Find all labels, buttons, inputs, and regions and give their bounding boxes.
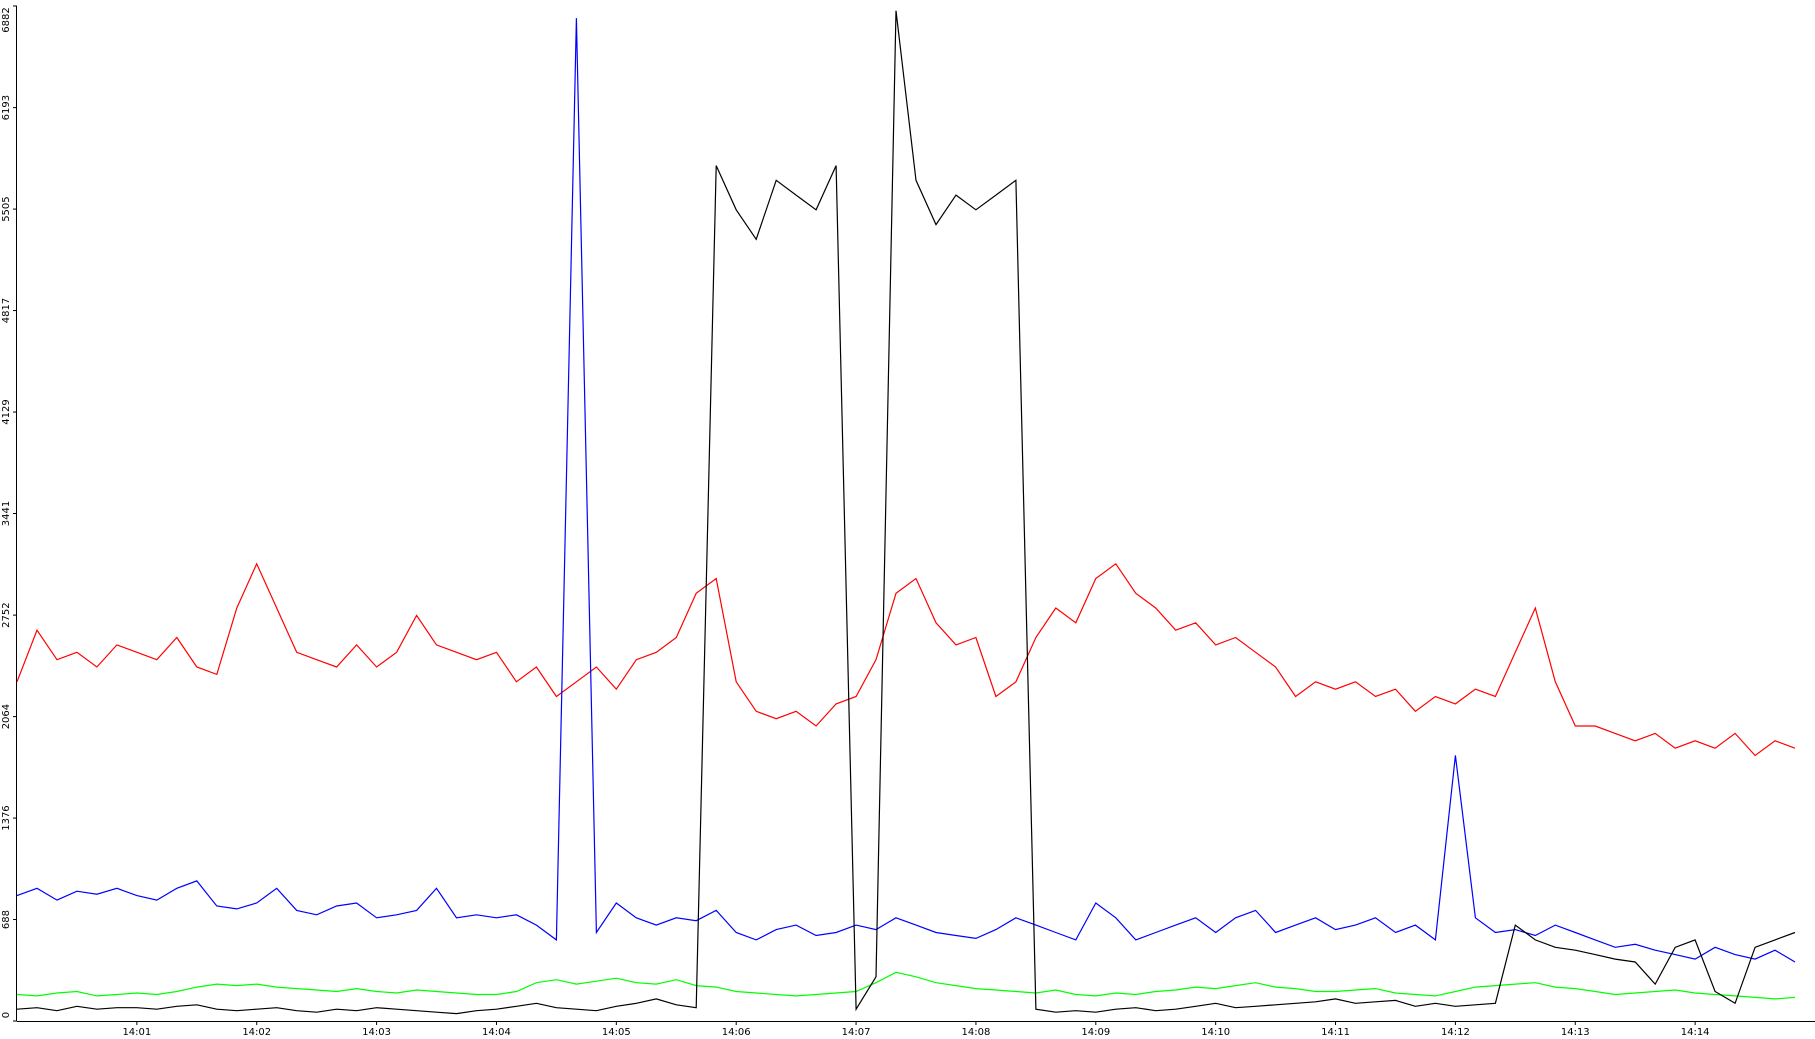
y-tick-label: 0 (1, 1012, 12, 1018)
x-tick-label: 14:06 (722, 1027, 751, 1038)
y-tick-label: 4817 (1, 298, 12, 323)
y-tick-label: 2752 (1, 602, 12, 627)
y-tick-label: 1376 (1, 805, 12, 830)
x-tick-label: 14:12 (1441, 1027, 1470, 1038)
x-tick-label: 14:02 (242, 1027, 271, 1038)
x-tick-label: 14:14 (1681, 1027, 1710, 1038)
x-tick-label: 14:10 (1201, 1027, 1230, 1038)
y-tick-label: 688 (1, 910, 12, 929)
x-tick-label: 14:11 (1321, 1027, 1350, 1038)
y-tick-label: 6882 (1, 7, 12, 32)
series-line (16, 18, 1796, 963)
y-tick-label: 3441 (1, 501, 12, 526)
series-line (16, 562, 1796, 757)
x-tick-label: 14:08 (962, 1027, 991, 1038)
y-tick-label: 6193 (1, 95, 12, 120)
x-tick-label: 14:13 (1561, 1027, 1590, 1038)
y-tick-label: 4129 (1, 399, 12, 424)
x-tick-label: 14:03 (362, 1027, 391, 1038)
x-tick-label: 14:07 (842, 1027, 871, 1038)
x-tick-label: 14:09 (1081, 1027, 1110, 1038)
y-tick-label: 2064 (1, 704, 12, 729)
y-tick-label: 5505 (1, 196, 12, 221)
x-tick-label: 14:04 (482, 1027, 511, 1038)
series-line (16, 971, 1796, 1000)
series-line (16, 10, 1796, 1015)
x-tick-label: 14:01 (122, 1027, 151, 1038)
x-tick-label: 14:05 (602, 1027, 631, 1038)
